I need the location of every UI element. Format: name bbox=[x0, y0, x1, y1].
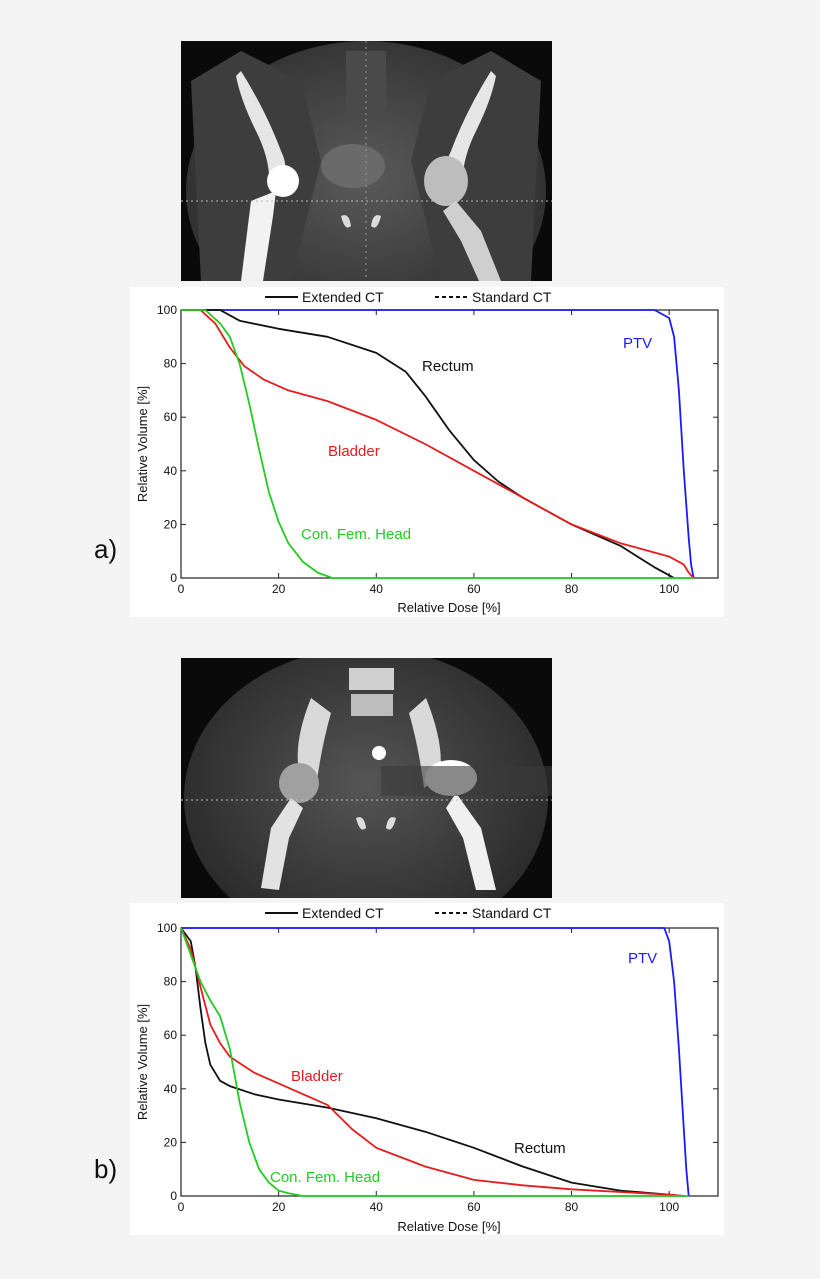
legend-label: Extended CT bbox=[302, 289, 384, 305]
dvh-plot-a: Extended CT Standard CT 0 20 40 60 80 100 0 20… bbox=[135, 289, 719, 615]
y-axis-label: Relative Volume [%] bbox=[135, 1004, 150, 1120]
series-layer bbox=[180, 927, 690, 1197]
series-line-ptv bbox=[181, 927, 690, 1197]
legend-label: Extended CT bbox=[302, 905, 384, 921]
y-tick-label: 100 bbox=[157, 303, 177, 317]
curve-label-rectum: Rectum bbox=[422, 358, 474, 375]
x-ticks: 0 20 40 60 80 100 bbox=[178, 310, 680, 596]
x-tick-label: 40 bbox=[370, 1200, 384, 1214]
y-tick-label: 60 bbox=[164, 410, 178, 424]
series-layer bbox=[181, 309, 695, 579]
curve-label-bladder: Bladder bbox=[291, 1068, 343, 1085]
x-ticks: 0 20 40 60 80 100 bbox=[178, 928, 680, 1214]
x-tick-label: 0 bbox=[178, 1200, 185, 1214]
y-tick-label: 0 bbox=[170, 571, 177, 585]
x-axis-label: Relative Dose [%] bbox=[397, 1219, 500, 1234]
dvh-chart-a: Extended CT Standard CT 0 20 40 60 80 100 0 20… bbox=[130, 287, 724, 617]
panel-label-a: a) bbox=[94, 534, 118, 564]
series-line-bladder bbox=[180, 927, 684, 1197]
ct-scan-graphic bbox=[181, 658, 552, 898]
y-tick-label: 80 bbox=[164, 357, 178, 371]
curve-label-rectum: Rectum bbox=[514, 1140, 566, 1157]
series-line-con-fem-head bbox=[180, 927, 689, 1197]
curve-label-femoral-head: Con. Fem. Head bbox=[301, 526, 411, 543]
ct-image-b bbox=[181, 658, 552, 898]
series-line-rectum bbox=[181, 309, 675, 579]
x-tick-label: 60 bbox=[467, 582, 481, 596]
series-line-bladder bbox=[181, 309, 695, 579]
x-tick-label: 80 bbox=[565, 582, 579, 596]
y-tick-label: 40 bbox=[164, 464, 178, 478]
series-line-rectum bbox=[180, 927, 684, 1197]
x-tick-label: 20 bbox=[272, 1200, 286, 1214]
x-tick-label: 0 bbox=[178, 582, 185, 596]
x-tick-label: 60 bbox=[467, 1200, 481, 1214]
curve-label-bladder: Bladder bbox=[328, 443, 380, 460]
y-tick-label: 20 bbox=[164, 1135, 178, 1149]
dvh-plot-b: Extended CT Standard CT 0 20 40 60 80 100 0 20… bbox=[135, 905, 719, 1234]
y-tick-label: 60 bbox=[164, 1028, 178, 1042]
legend: Extended CT Standard CT bbox=[265, 289, 552, 305]
dvh-chart-b: Extended CT Standard CT 0 20 40 60 80 100 0 20… bbox=[130, 903, 724, 1235]
y-tick-label: 40 bbox=[164, 1082, 178, 1096]
series-line-ptv bbox=[181, 309, 695, 579]
y-axis-label: Relative Volume [%] bbox=[135, 386, 150, 502]
y-tick-label: 100 bbox=[157, 921, 177, 935]
legend-label: Standard CT bbox=[472, 905, 552, 921]
x-tick-label: 20 bbox=[272, 582, 286, 596]
curve-label-femoral-head: Con. Fem. Head bbox=[270, 1169, 380, 1186]
curve-label-ptv: PTV bbox=[628, 950, 657, 967]
panel-label-b: b) bbox=[94, 1154, 118, 1184]
y-tick-label: 0 bbox=[170, 1189, 177, 1203]
x-tick-label: 40 bbox=[370, 582, 384, 596]
ct-image-a bbox=[181, 41, 552, 281]
plot-frame bbox=[180, 927, 719, 1197]
x-tick-label: 100 bbox=[659, 1200, 679, 1214]
x-tick-label: 100 bbox=[659, 582, 679, 596]
curve-label-ptv: PTV bbox=[623, 335, 652, 352]
legend: Extended CT Standard CT bbox=[265, 905, 552, 921]
x-axis-label: Relative Dose [%] bbox=[397, 600, 500, 615]
y-tick-label: 80 bbox=[164, 975, 178, 989]
ct-scan-graphic bbox=[181, 41, 552, 281]
x-tick-label: 80 bbox=[565, 1200, 579, 1214]
legend-label: Standard CT bbox=[472, 289, 552, 305]
y-ticks: 0 20 40 60 80 100 bbox=[157, 303, 718, 585]
series-line-con-fem-head bbox=[181, 309, 694, 579]
y-tick-label: 20 bbox=[164, 517, 178, 531]
y-ticks: 0 20 40 60 80 100 bbox=[157, 921, 718, 1203]
